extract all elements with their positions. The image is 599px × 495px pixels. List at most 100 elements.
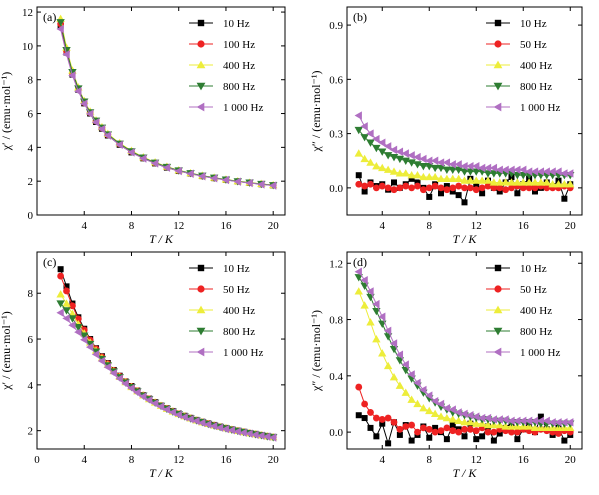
data-point [443,186,451,194]
data-point [103,131,112,140]
data-point [449,184,457,192]
legend-item: 10 Hz [189,263,250,275]
data-point [63,287,70,295]
y-tick-label: 0.6 [329,74,343,86]
data-point [268,181,277,190]
data-point [384,184,392,192]
x-tick-label: 20 [565,454,577,466]
data-point [542,178,551,186]
y-tick-label: 8 [28,75,34,87]
data-point [121,379,129,388]
legend-label: 50 Hz [520,284,547,296]
data-point [233,427,241,436]
data-point [524,178,534,186]
data-point [566,169,574,178]
legend-marker [196,60,206,69]
legend-marker [494,285,502,293]
data-point [361,400,369,408]
data-point [408,184,416,192]
x-tick-label: 8 [427,454,433,466]
data-point [425,391,433,400]
data-point [490,184,498,192]
legend-item: 800 Hz [486,326,552,338]
data-point [407,171,416,179]
data-point [426,193,433,200]
data-point [174,166,182,176]
legend-item: 800 Hz [189,326,255,338]
data-point [484,428,492,436]
data-point [390,418,398,426]
legend-marker [494,19,502,27]
data-point [186,415,194,424]
data-point [378,163,387,172]
data-point [408,175,415,182]
y-tick-label: 0.0 [329,427,343,439]
data-point [209,421,218,431]
data-point [355,172,362,179]
data-point [221,175,230,185]
data-point [548,418,556,427]
data-point [461,199,468,206]
data-point [372,335,381,343]
data-point [542,167,550,176]
data-point [389,339,398,348]
data-point [395,350,404,359]
plot-frame [36,251,286,450]
x-tick-label: 4 [380,454,386,466]
y-axis-title: χ″ / (emu·mol⁻¹) [309,310,323,392]
series-4 [354,111,574,178]
data-point [460,168,469,176]
legend-label: 50 Hz [223,284,250,296]
data-point [442,166,452,174]
x-tick-label: 4 [81,220,87,232]
x-axis-title: T / K [453,466,478,480]
legend-marker [493,82,503,91]
series-2 [354,149,575,188]
data-point [478,184,486,192]
data-point [115,140,123,150]
legend-item: 400 Hz [486,305,552,317]
x-axis-title: T / K [453,232,478,246]
y-tick-label: 1.2 [329,258,343,270]
data-point [355,383,363,391]
data-point [430,172,440,181]
data-point [91,118,100,127]
data-point [360,275,368,285]
x-tick-label: 8 [129,454,135,466]
data-point [68,321,76,330]
data-point [355,412,362,419]
data-point [530,167,539,176]
data-point [519,165,527,174]
legend-label: 10 Hz [223,18,250,30]
data-point [508,428,515,436]
data-point [466,176,475,184]
data-point [443,424,451,432]
x-axis-title: T / K [149,232,174,246]
legend-item: 10 Hz [486,263,547,275]
data-point [502,186,510,194]
data-point [430,396,439,406]
legend-marker [493,305,503,314]
data-point [144,396,153,405]
data-point [402,423,410,430]
data-point [372,161,381,170]
x-tick-label: 20 [268,220,280,232]
data-point [85,342,94,352]
series-4 [56,24,277,190]
data-point [489,170,499,178]
data-point [473,181,480,188]
y-axis-title: χ′ / (emu·mol⁻¹) [0,72,13,152]
legend-label: 400 Hz [223,60,255,72]
data-point [425,184,433,192]
data-point [198,418,206,428]
data-point [543,184,551,192]
legend-item: 1 000 Hz [486,102,560,114]
data-point [103,363,112,372]
data-point [390,186,398,194]
data-point [473,436,480,443]
data-point [109,368,117,378]
data-point [566,180,575,188]
data-point [536,167,545,176]
data-point [56,24,64,34]
